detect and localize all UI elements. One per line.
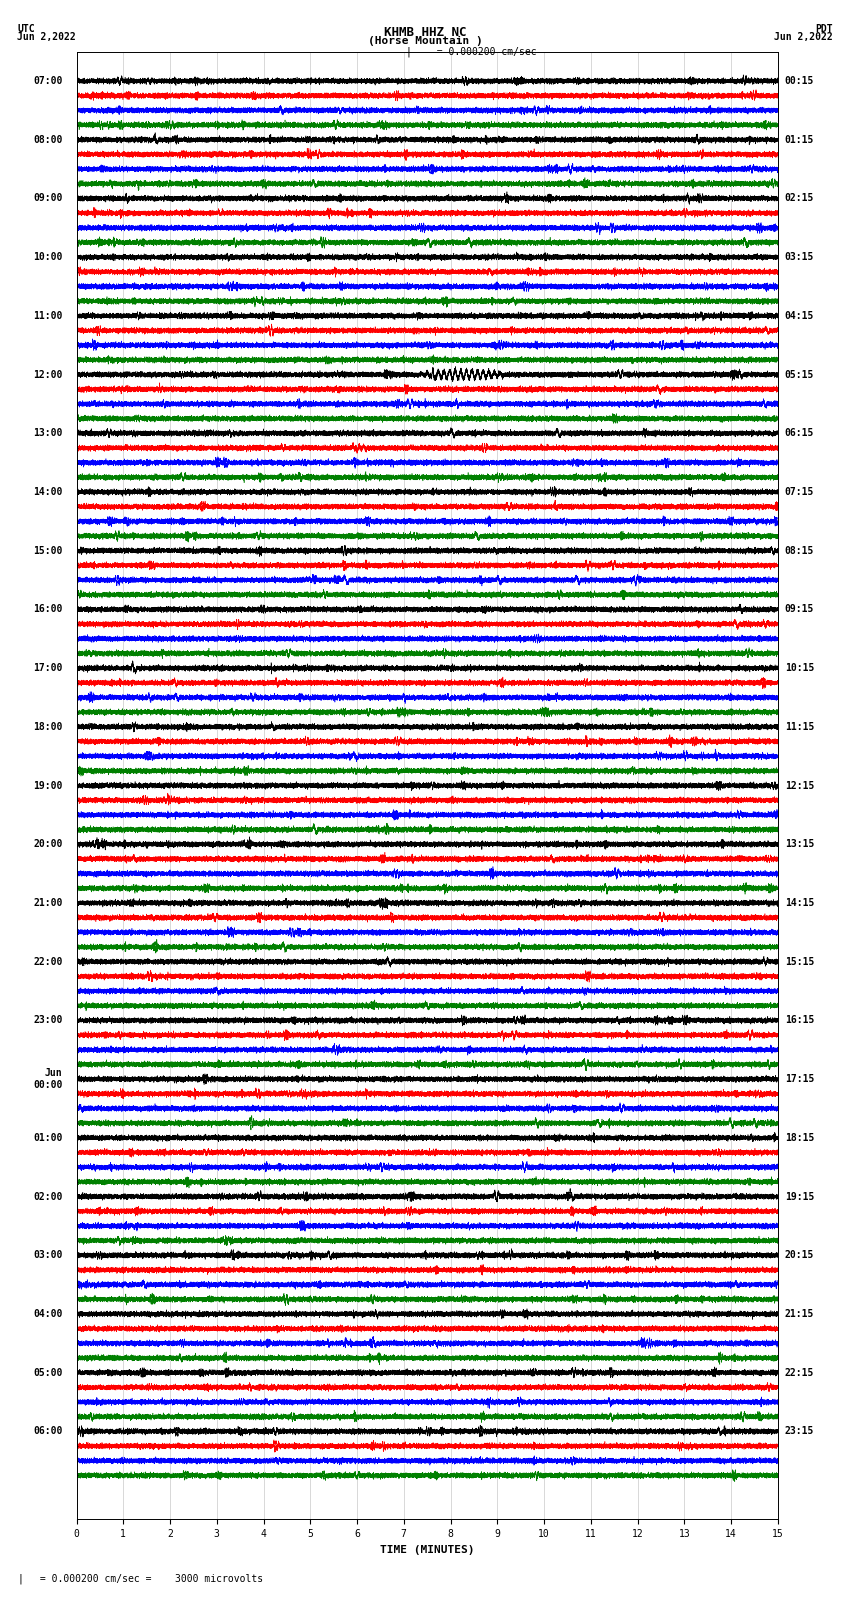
Text: (Horse Mountain ): (Horse Mountain ): [367, 35, 483, 45]
Text: 12:00: 12:00: [33, 369, 63, 379]
X-axis label: TIME (MINUTES): TIME (MINUTES): [380, 1545, 474, 1555]
Text: 14:15: 14:15: [785, 898, 814, 908]
Text: 18:00: 18:00: [33, 723, 63, 732]
Text: 01:15: 01:15: [785, 135, 814, 145]
Text: 19:00: 19:00: [33, 781, 63, 790]
Text: Jun
00:00: Jun 00:00: [33, 1068, 63, 1090]
Text: PDT: PDT: [815, 24, 833, 34]
Text: 09:00: 09:00: [33, 194, 63, 203]
Text: 23:15: 23:15: [785, 1426, 814, 1436]
Text: = 0.000200 cm/sec: = 0.000200 cm/sec: [425, 47, 536, 56]
Text: 01:00: 01:00: [33, 1132, 63, 1142]
Text: 20:15: 20:15: [785, 1250, 814, 1260]
Text: 08:15: 08:15: [785, 545, 814, 555]
Text: 21:00: 21:00: [33, 898, 63, 908]
Text: 22:15: 22:15: [785, 1368, 814, 1378]
Text: 14:00: 14:00: [33, 487, 63, 497]
Text: 03:00: 03:00: [33, 1250, 63, 1260]
Text: 06:00: 06:00: [33, 1426, 63, 1436]
Text: 08:00: 08:00: [33, 135, 63, 145]
Text: KHMB HHZ NC: KHMB HHZ NC: [383, 26, 467, 39]
Text: 05:00: 05:00: [33, 1368, 63, 1378]
Text: 16:15: 16:15: [785, 1016, 814, 1026]
Text: 10:00: 10:00: [33, 252, 63, 261]
Text: 12:15: 12:15: [785, 781, 814, 790]
Text: 22:00: 22:00: [33, 957, 63, 966]
Text: 15:15: 15:15: [785, 957, 814, 966]
Text: 04:00: 04:00: [33, 1310, 63, 1319]
Text: 07:15: 07:15: [785, 487, 814, 497]
Text: 05:15: 05:15: [785, 369, 814, 379]
Text: 16:00: 16:00: [33, 605, 63, 615]
Text: 11:00: 11:00: [33, 311, 63, 321]
Text: 18:15: 18:15: [785, 1132, 814, 1142]
Text: 20:00: 20:00: [33, 839, 63, 848]
Text: 13:00: 13:00: [33, 429, 63, 439]
Text: 02:15: 02:15: [785, 194, 814, 203]
Text: Jun 2,2022: Jun 2,2022: [17, 32, 76, 42]
Text: 02:00: 02:00: [33, 1192, 63, 1202]
Text: 11:15: 11:15: [785, 723, 814, 732]
Text: 09:15: 09:15: [785, 605, 814, 615]
Text: Jun 2,2022: Jun 2,2022: [774, 32, 833, 42]
Text: 00:15: 00:15: [785, 76, 814, 85]
Text: 13:15: 13:15: [785, 839, 814, 848]
Text: 21:15: 21:15: [785, 1310, 814, 1319]
Text: 15:00: 15:00: [33, 545, 63, 555]
Text: 19:15: 19:15: [785, 1192, 814, 1202]
Text: |: |: [405, 47, 411, 58]
Text: |: |: [17, 1573, 23, 1584]
Text: 17:00: 17:00: [33, 663, 63, 673]
Text: UTC: UTC: [17, 24, 35, 34]
Text: 04:15: 04:15: [785, 311, 814, 321]
Text: 03:15: 03:15: [785, 252, 814, 261]
Text: 07:00: 07:00: [33, 76, 63, 85]
Text: 10:15: 10:15: [785, 663, 814, 673]
Text: 17:15: 17:15: [785, 1074, 814, 1084]
Text: 23:00: 23:00: [33, 1016, 63, 1026]
Text: = 0.000200 cm/sec =    3000 microvolts: = 0.000200 cm/sec = 3000 microvolts: [34, 1574, 264, 1584]
Text: 06:15: 06:15: [785, 429, 814, 439]
